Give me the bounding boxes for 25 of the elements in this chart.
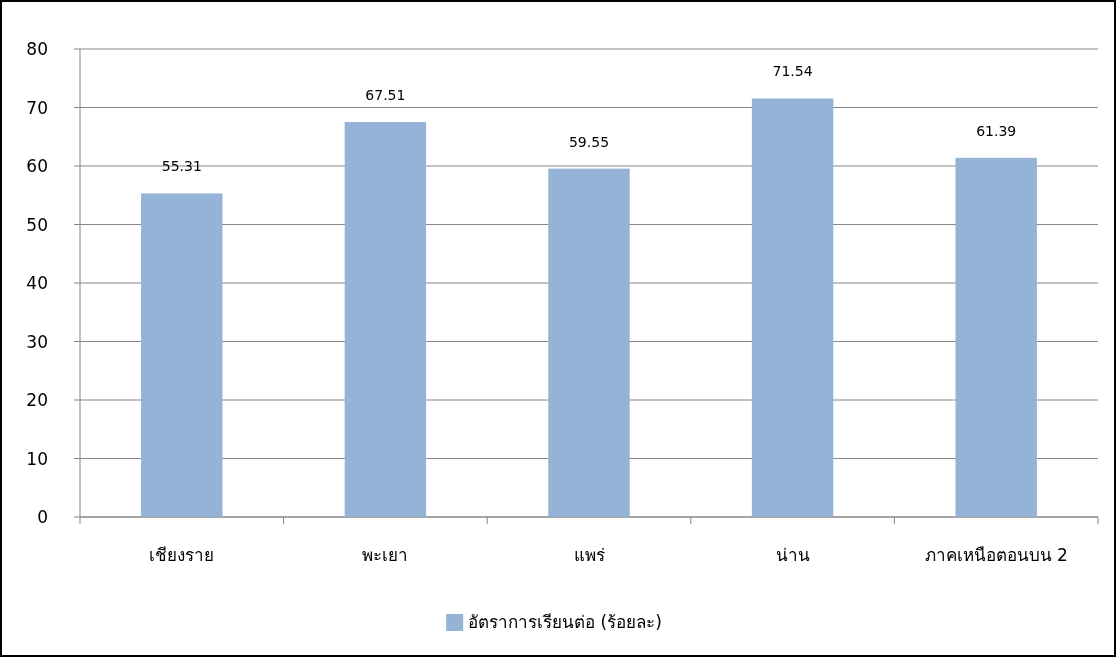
bar: [548, 168, 630, 517]
y-tick-label: 10: [26, 448, 48, 469]
data-label: 61.39: [976, 122, 1017, 139]
bar: [751, 98, 834, 517]
legend-label: อัตราการเรียนต่อ (ร้อยละ): [468, 612, 662, 632]
x-tick-label: ภาคเหนือตอนบน 2: [924, 545, 1068, 565]
y-tick-label: 20: [26, 390, 48, 410]
x-tick-label: น่าน: [775, 545, 810, 565]
data-label: 55.31: [161, 158, 202, 175]
y-tick-label: 80: [26, 39, 48, 59]
x-tick-label: เชียงราย: [149, 545, 215, 565]
bar: [141, 193, 223, 517]
y-tick-label: 70: [26, 97, 48, 118]
y-tick-label: 30: [26, 331, 48, 352]
data-label: 67.51: [365, 87, 406, 104]
y-tick-label: 40: [26, 273, 48, 293]
bar: [955, 157, 1037, 517]
x-tick-label: พะเยา: [362, 545, 409, 565]
data-label: 71.54: [772, 63, 813, 80]
y-tick-label: 50: [26, 214, 48, 235]
y-tick-label: 60: [26, 156, 48, 176]
x-tick-label: แพร่: [573, 545, 605, 565]
y-tick-label: 0: [37, 507, 48, 527]
bar: [344, 122, 427, 517]
data-label: 59.55: [568, 133, 610, 150]
